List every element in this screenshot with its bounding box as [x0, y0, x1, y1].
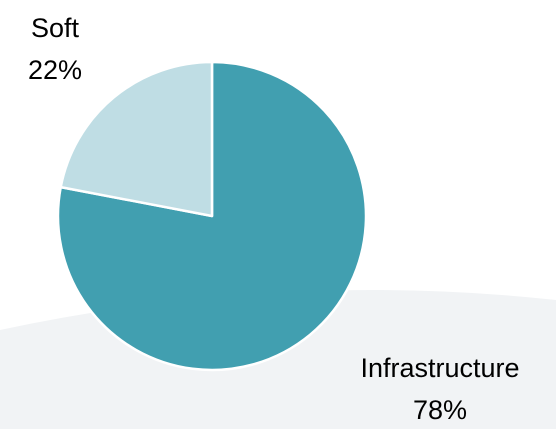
slice-value-label: 78%: [413, 395, 467, 425]
pie-slice: [56, 60, 368, 372]
slice-label: Infrastructure: [360, 353, 519, 383]
slice-value-label: 22%: [28, 55, 82, 85]
pie-slice: [59, 60, 214, 218]
slice-label: Soft: [31, 13, 80, 43]
